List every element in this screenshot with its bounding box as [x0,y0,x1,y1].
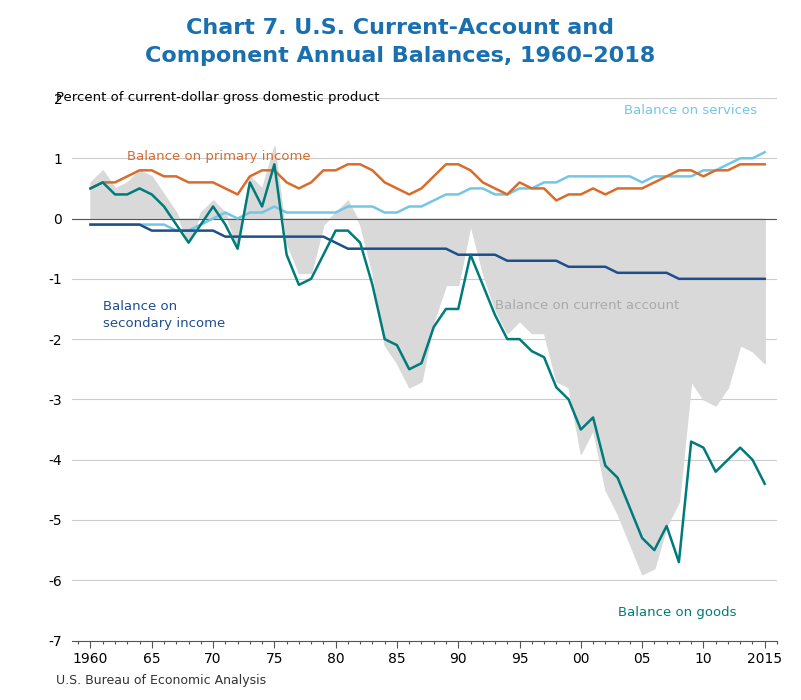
Text: Percent of current-dollar gross domestic product: Percent of current-dollar gross domestic… [56,91,380,104]
Text: U.S. Bureau of Economic Analysis: U.S. Bureau of Economic Analysis [56,674,266,687]
Text: Balance on primary income: Balance on primary income [127,150,311,163]
Text: Chart 7. U.S. Current-Account and: Chart 7. U.S. Current-Account and [187,18,614,38]
Text: Balance on current account: Balance on current account [495,299,679,312]
Text: Balance on services: Balance on services [624,104,757,118]
Text: Balance on
secondary income: Balance on secondary income [103,300,225,330]
Text: Balance on goods: Balance on goods [618,606,736,620]
Text: Component Annual Balances, 1960–2018: Component Annual Balances, 1960–2018 [145,46,656,66]
